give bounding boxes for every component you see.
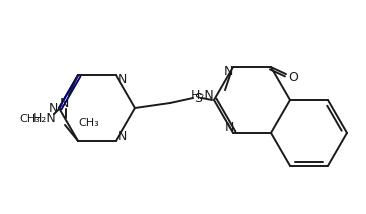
Text: CH₃: CH₃	[78, 118, 99, 128]
Text: O: O	[288, 71, 298, 84]
Text: H₂N: H₂N	[191, 89, 215, 102]
Text: N: N	[117, 130, 127, 143]
Text: N: N	[48, 101, 58, 114]
Text: N: N	[224, 121, 234, 134]
Text: N: N	[117, 73, 127, 86]
Text: H₂N: H₂N	[32, 112, 56, 125]
Text: N: N	[223, 65, 233, 78]
Text: CH₃: CH₃	[19, 114, 40, 124]
Text: S: S	[194, 92, 202, 104]
Text: N: N	[59, 97, 69, 110]
